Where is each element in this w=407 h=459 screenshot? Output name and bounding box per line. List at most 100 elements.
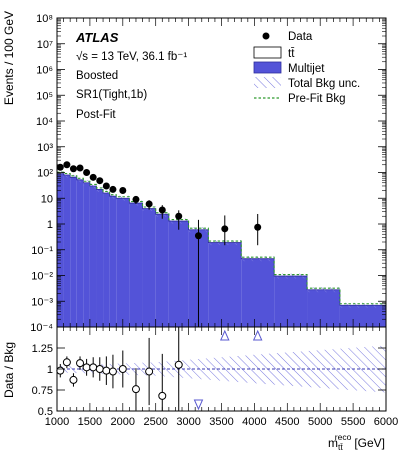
main-y-tick-label-6: 10² <box>37 168 53 180</box>
ratio-y-tick-label-0: 0.5 <box>38 406 53 418</box>
x-axis-label: mtt̄reco [GeV] <box>328 432 385 452</box>
legend-multijet-swatch <box>253 61 282 74</box>
ratio-point-5 <box>89 363 98 372</box>
ratio-point-0 <box>56 366 65 375</box>
multijet-bin-4 <box>83 182 90 327</box>
annotation-region: SR1(Tight,1b) <box>76 89 147 101</box>
data-point-5 <box>89 173 97 181</box>
data-point-6 <box>96 177 104 185</box>
main-y-tick-label-7: 10³ <box>37 142 53 154</box>
multijet-bin-17 <box>274 276 308 327</box>
multijet-bin-15 <box>208 242 242 327</box>
ratio-point-11 <box>145 367 154 376</box>
atlas-label: ATLAS <box>75 30 119 45</box>
multijet-bin-13 <box>168 221 189 327</box>
ratio-panel: 0.5 0.75 1 1.25 1000 1500 2000 2500 3000 3500 4000… <box>32 326 398 428</box>
data-point-13 <box>175 212 183 220</box>
ratio-y-tick-label-2: 1 <box>47 364 53 376</box>
legend-data-label: Data <box>288 31 313 43</box>
annotation-fit: Post-Fit <box>76 109 116 121</box>
data-point-10 <box>132 195 140 203</box>
multijet-bin-2 <box>70 177 77 327</box>
x-tick-label-2: 2000 <box>111 416 135 428</box>
legend-prefit-label: Pre-Fit Bkg <box>288 93 346 105</box>
ratio-point-6 <box>95 365 104 373</box>
multijet-bin-12 <box>155 214 169 327</box>
multijet-bin-0 <box>57 173 64 327</box>
data-point-2 <box>69 165 77 173</box>
ratio-point-12 <box>158 391 167 400</box>
ratio-point-13 <box>174 360 183 369</box>
ratio-offscale-arrow-2 <box>252 329 263 341</box>
data-point-0 <box>56 163 64 171</box>
multijet-bin-16 <box>241 258 275 327</box>
main-y-tick-label-9: 10⁵ <box>36 90 53 102</box>
multijet-bin-6 <box>96 189 104 327</box>
ratio-point-2 <box>69 375 78 384</box>
multijet-bin-9 <box>116 198 130 327</box>
multijet-bin-3 <box>76 179 84 327</box>
ratio-point-8 <box>108 367 117 376</box>
data-point-3 <box>76 164 84 172</box>
data-point-9 <box>119 186 127 194</box>
ratio-point-10 <box>131 385 140 394</box>
data-point-16 <box>254 223 262 231</box>
main-y-tick-label-3: 10⁻¹ <box>31 245 53 257</box>
main-y-tick-label-1: 10⁻³ <box>31 296 53 308</box>
ratio-unc-band <box>57 345 386 393</box>
ratio-point-9 <box>118 365 127 373</box>
data-point-8 <box>109 185 117 193</box>
legend-unc-swatch <box>254 77 281 88</box>
legend-ttbar-label: tt̄ <box>288 48 295 60</box>
main-panel: 10⁻⁴ 10⁻³ 10⁻² 10⁻¹ 1 10 10² 10³ 10⁴ 10⁵ 10⁶ 10⁷ 10⁸ <box>30 13 387 334</box>
legend-data-marker <box>262 32 270 40</box>
ratio-point-3 <box>76 359 85 368</box>
data-point-14 <box>194 232 202 240</box>
data-point-15 <box>221 225 229 233</box>
data-point-12 <box>158 206 166 214</box>
ratio-y-axis-label: Data / Bkg <box>2 342 16 398</box>
multijet-bin-19 <box>339 305 386 327</box>
main-y-tick-label-10: 10⁶ <box>36 65 53 77</box>
x-tick-label-5: 3500 <box>209 416 233 428</box>
main-y-tick-label-4: 1 <box>47 219 53 231</box>
ratio-point-1 <box>62 358 71 367</box>
labels-layer: ATLAS √s = 13 TeV, 36.1 fb⁻¹ Boosted SR1… <box>2 11 385 452</box>
legend-unc-label: Total Bkg unc. <box>288 78 360 90</box>
x-tick-label-1: 1500 <box>78 416 102 428</box>
main-y-tick-label-2: 10⁻² <box>31 271 53 283</box>
main-y-tick-label-12: 10⁸ <box>36 13 53 25</box>
x-tick-label-3: 2500 <box>143 416 167 428</box>
x-tick-label-7: 4500 <box>275 416 299 428</box>
data-point-1 <box>63 161 71 169</box>
annotation-boosted: Boosted <box>76 70 118 82</box>
x-tick-label-9: 5500 <box>341 416 365 428</box>
main-y-tick-label-5: 10 <box>41 193 53 205</box>
ratio-y-tick-label-3: 1.25 <box>32 343 53 355</box>
main-y-tick-label-11: 10⁷ <box>37 39 53 51</box>
main-y-tick-label-8: 10⁴ <box>36 116 53 128</box>
ratio-offscale-arrow-0 <box>193 399 204 411</box>
x-tick-label-6: 4000 <box>242 416 266 428</box>
multijet-bin-10 <box>129 203 143 327</box>
multijet-bin-8 <box>109 196 117 327</box>
ratio-point-7 <box>102 366 111 375</box>
main-y-axis-label: Events / 100 GeV <box>2 11 16 105</box>
multijet-bin-18 <box>307 289 340 327</box>
multijet-bin-7 <box>103 192 110 327</box>
ratio-offscale-arrow-1 <box>220 329 230 341</box>
legend-ttbar-swatch <box>253 46 282 59</box>
legend: Data tt̄ Multijet Total Bkg unc. Pre-Fit… <box>253 31 360 105</box>
energy-label: √s = 13 TeV, 36.1 fb⁻¹ <box>76 50 187 63</box>
multijet-bin-11 <box>142 208 156 327</box>
data-point-7 <box>102 182 110 190</box>
x-tick-label-10: 6000 <box>374 416 398 428</box>
ratio-y-tick-label-1: 0.75 <box>32 385 53 397</box>
data-point-11 <box>145 200 153 208</box>
legend-multijet-label: Multijet <box>288 63 325 75</box>
prefit-bkg-line <box>57 171 386 305</box>
x-tick-label-8: 5000 <box>308 416 332 428</box>
x-tick-label-4: 3000 <box>176 416 200 428</box>
ratio-point-4 <box>82 363 91 372</box>
